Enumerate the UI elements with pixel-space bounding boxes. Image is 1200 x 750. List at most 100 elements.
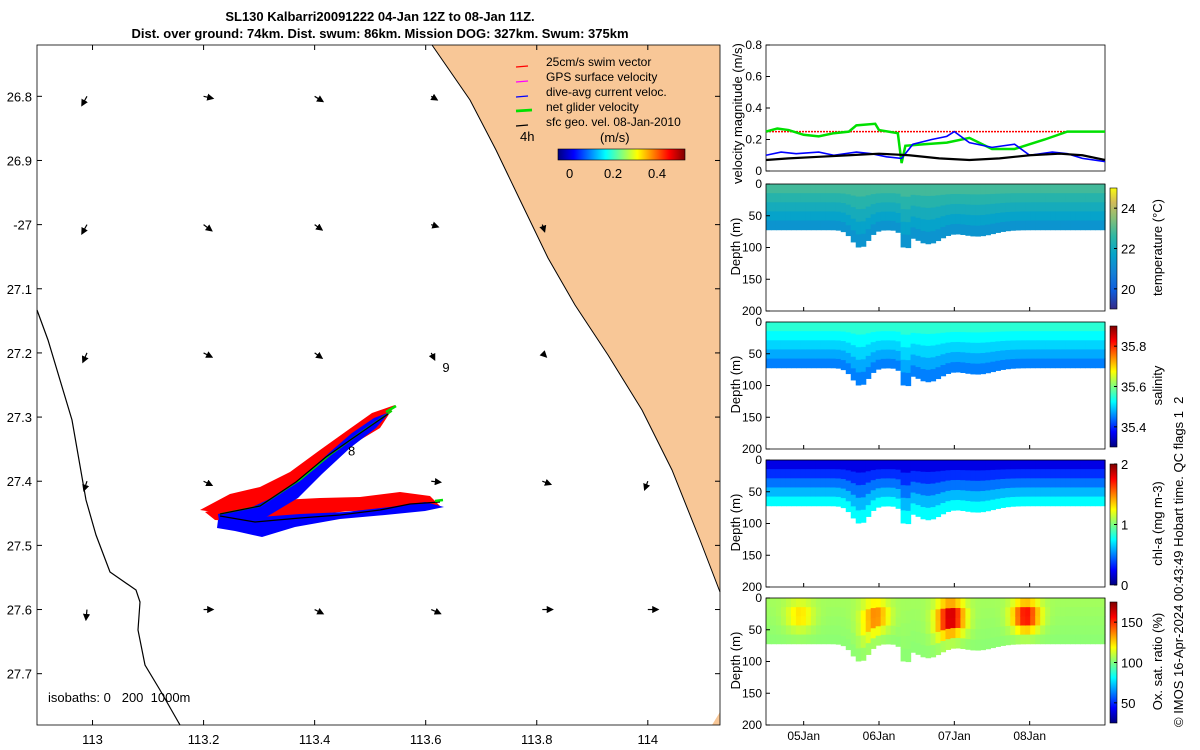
section-cell [835, 469, 842, 479]
section-cell [795, 607, 802, 617]
section-cell [1040, 634, 1046, 645]
section-cell [990, 223, 996, 235]
section-cell [800, 460, 807, 470]
section-colorbar-label: 0 [1121, 578, 1128, 593]
section-cell [1030, 634, 1036, 645]
section-cell [850, 460, 857, 473]
section-cell [775, 478, 782, 488]
section-cell [930, 345, 937, 358]
section-cell [945, 470, 952, 482]
section-cell [840, 626, 847, 637]
section-cell [1050, 349, 1056, 360]
section-colorbar-title: Ox. sat. ratio (%) [1150, 613, 1165, 711]
section-cell [830, 202, 837, 212]
section-cell [1080, 331, 1086, 341]
section-cell [795, 634, 802, 645]
section-cell [865, 367, 872, 379]
section-cell [1055, 340, 1061, 350]
section-salinity-section: 0 50 100 150 200 Depth (m) 35.4 35.6 35.8 salinit… [728, 315, 1165, 456]
velocity-ytick-label: 0 [755, 164, 762, 178]
velocity-ylabel: velocity magnitude (m/s) [730, 43, 745, 184]
section-cell [770, 607, 777, 617]
section-cell [980, 490, 986, 502]
section-cell [975, 225, 981, 237]
section-cell [900, 610, 907, 624]
section-cell [840, 222, 847, 233]
section-cell [1040, 349, 1046, 360]
section-cell [1095, 211, 1101, 222]
section-cell [1055, 184, 1061, 194]
section-cell [875, 488, 882, 499]
section-cell [800, 625, 807, 636]
section-cell [985, 500, 991, 512]
section-cell [1035, 193, 1041, 203]
section-cell [1055, 331, 1061, 341]
section-colorbar-label: 2 [1121, 457, 1128, 472]
section-cell [900, 598, 907, 612]
section-cell [940, 205, 947, 217]
section-cell [810, 358, 817, 369]
map-axes: 113 113.2 113.4 113.6 113.8 114 26.8 26.9 -27 27.… [7, 45, 720, 747]
section-cell [840, 350, 847, 361]
section-cell [930, 495, 937, 508]
section-cell [1020, 211, 1026, 222]
section-cell [870, 460, 877, 471]
section-ytick-label: 200 [742, 718, 762, 732]
section-cell [805, 598, 812, 608]
section-cell [925, 598, 932, 611]
section-cell [766, 211, 772, 222]
section-cell [1015, 487, 1021, 498]
section-cell [795, 598, 802, 608]
section-cell [1090, 349, 1096, 360]
section-cell [955, 469, 962, 481]
section-cell [795, 340, 802, 350]
section-cell [930, 231, 937, 244]
section-cell [880, 358, 887, 369]
section-cell [930, 609, 937, 623]
section-cell [950, 224, 957, 235]
section-cell [780, 487, 787, 498]
geo-vector-arrow [431, 478, 443, 486]
section-cell [1085, 322, 1091, 332]
map-ytick-label: 26.9 [7, 153, 32, 168]
section-cell [885, 358, 892, 369]
section-cell [795, 202, 802, 212]
section-cell [1090, 340, 1096, 350]
section-cell [1040, 607, 1046, 617]
section-cell [940, 365, 947, 377]
section-cell [895, 636, 902, 647]
section-cell [1005, 488, 1011, 498]
section-cell [940, 492, 947, 504]
section-cell [930, 195, 937, 209]
section-cell [975, 322, 981, 333]
section-cell [920, 345, 927, 358]
section-cell [840, 617, 847, 628]
section-cell [995, 341, 1001, 352]
section-cell [840, 598, 847, 609]
section-cell [820, 322, 827, 332]
section-cell [960, 352, 967, 363]
section-cell [875, 635, 882, 646]
section-cell [855, 485, 862, 499]
section-cell [935, 598, 942, 610]
section-cell [1070, 607, 1076, 617]
section-cell [990, 203, 996, 215]
section-cell [1025, 220, 1031, 231]
section-cell [820, 460, 827, 470]
section-cell [820, 340, 827, 350]
section-cell [820, 220, 827, 231]
section-cell [935, 367, 942, 380]
section-cell [925, 495, 932, 509]
section-cell [875, 212, 882, 223]
section-cell [1085, 469, 1091, 479]
section-cell [900, 510, 907, 524]
section-cell [835, 340, 842, 351]
section-cell [1065, 331, 1071, 341]
section-cell [985, 460, 991, 471]
section-cell [885, 616, 892, 627]
section-cell [805, 616, 812, 626]
section-cell [975, 194, 981, 206]
section-cell [810, 340, 817, 350]
section-cell [880, 331, 887, 341]
section-cell [955, 223, 962, 235]
